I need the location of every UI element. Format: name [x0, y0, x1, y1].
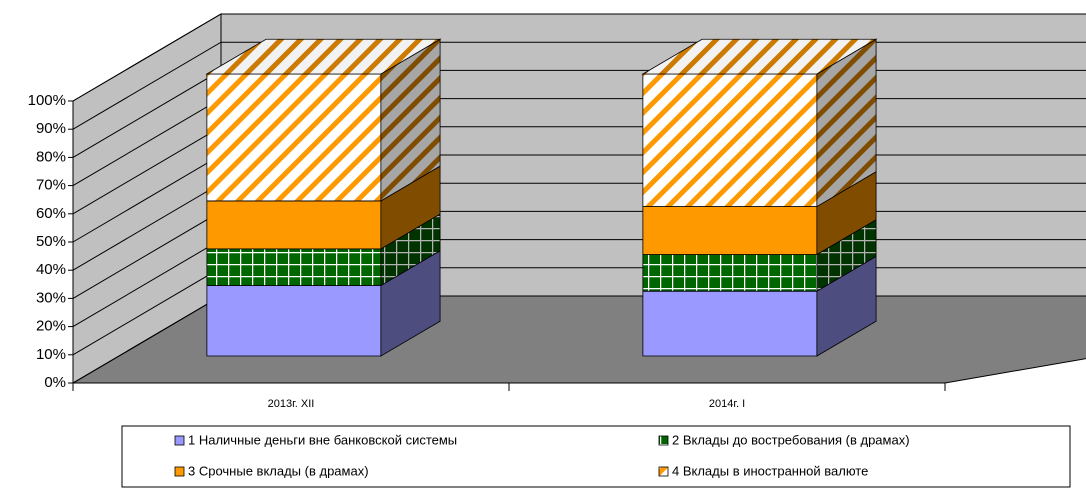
bar-front — [642, 206, 818, 255]
legend-label: 2 Вклады до востребования (в драмах) — [672, 432, 910, 447]
bar-front — [206, 248, 382, 286]
bar-front — [642, 290, 818, 357]
y-tick-label: 30% — [36, 289, 66, 306]
y-tick-label: 60% — [36, 205, 66, 222]
plot-area — [71, 13, 1086, 384]
y-tick-label: 10% — [36, 346, 66, 363]
x-tick-label: 2014г. I — [709, 398, 745, 410]
bar-front — [206, 200, 382, 250]
legend-label: 4 Вклады в иностранной валюте — [672, 463, 868, 478]
bar-segment — [642, 171, 877, 256]
y-tick-label: 90% — [36, 120, 66, 137]
bar-front — [642, 254, 818, 292]
bar-top — [641, 38, 878, 75]
y-tick-label: 80% — [36, 148, 66, 165]
bar-front — [206, 285, 382, 357]
y-tick-label: 70% — [36, 177, 66, 194]
legend-swatch — [658, 435, 669, 446]
y-tick-label: 50% — [36, 233, 66, 250]
x-tick-label: 2013г. XII — [268, 398, 315, 410]
grid-line — [72, 41, 1086, 130]
y-tick-label: 100% — [28, 92, 66, 109]
y-tick-label: 20% — [36, 318, 66, 335]
bar-front — [206, 73, 382, 202]
y-tick-label: 40% — [36, 261, 66, 278]
bar-segment — [641, 38, 878, 208]
legend-swatch — [174, 466, 185, 477]
y-tick-label: 0% — [44, 374, 66, 391]
bar-front — [642, 73, 818, 207]
legend-swatch — [174, 435, 185, 446]
legend-swatch — [658, 466, 669, 477]
legend-box — [121, 425, 1071, 488]
bar-segment — [205, 38, 442, 202]
bar-segment — [206, 213, 441, 287]
bar-segment — [642, 219, 877, 292]
bar-segment — [642, 255, 877, 357]
bar-top — [205, 38, 442, 75]
legend-label: 3 Срочные вклады (в драмах) — [188, 463, 369, 478]
grid-line — [72, 13, 1086, 102]
legend-label: 1 Наличные деньги вне банковской системы — [188, 432, 457, 447]
